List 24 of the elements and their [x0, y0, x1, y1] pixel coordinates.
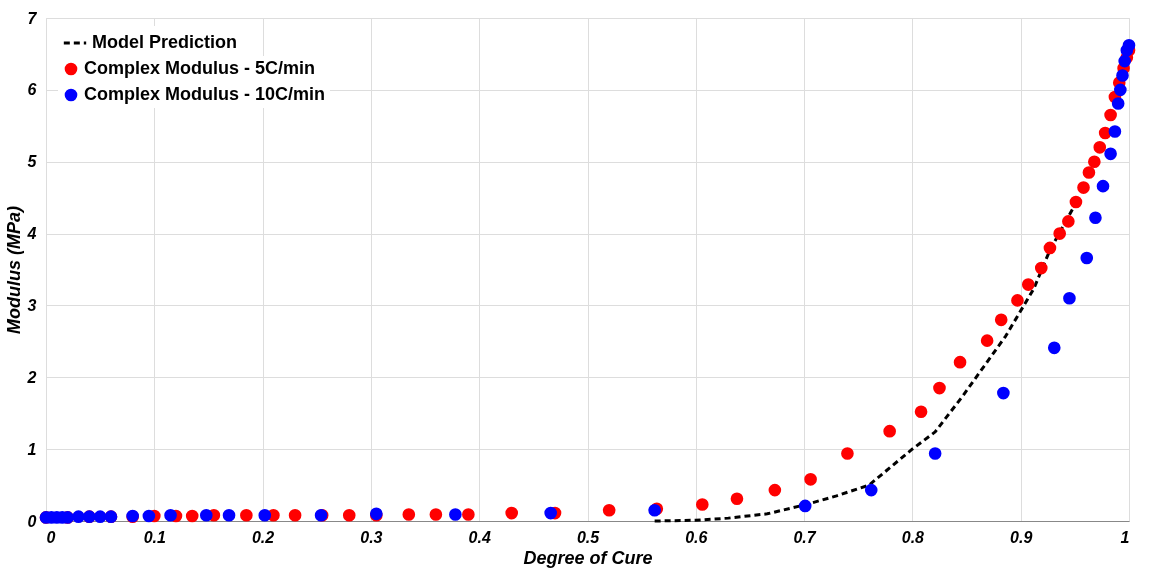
x-tick-label: 0 [46, 528, 56, 546]
x-tick-label: 0.6 [685, 528, 708, 546]
legend-label: Model Prediction [92, 32, 238, 52]
y-tick-label: 4 [26, 225, 37, 243]
legend-label: Complex Modulus - 5C/min [84, 58, 316, 78]
x-tick-label: 0.8 [901, 528, 925, 546]
x-tick-label: 0.5 [576, 528, 601, 546]
y-tick-label: 6 [27, 81, 37, 99]
x-tick-label: 0.7 [793, 528, 817, 546]
y-tick-label: 1 [27, 440, 37, 458]
y-tick-label: 0 [27, 512, 37, 530]
x-tick-label: 0.9 [1010, 528, 1033, 546]
x-tick-label: 0.2 [251, 528, 275, 546]
legend-label: Complex Modulus - 10C/min [84, 84, 326, 104]
y-tick-label: 5 [27, 153, 38, 171]
x-axis-title: Degree of Cure [523, 547, 653, 568]
y-tick-label: 2 [26, 368, 37, 386]
y-tick-label: 7 [27, 9, 38, 27]
x-tick-label: 0.4 [468, 528, 491, 546]
y-axis-title: Modulus (MPa) [3, 206, 24, 334]
x-tick-label: 1 [1120, 528, 1130, 546]
x-tick-label: 0.1 [143, 528, 167, 546]
y-tick-label: 3 [27, 296, 37, 314]
x-tick-label: 0.3 [360, 528, 383, 546]
